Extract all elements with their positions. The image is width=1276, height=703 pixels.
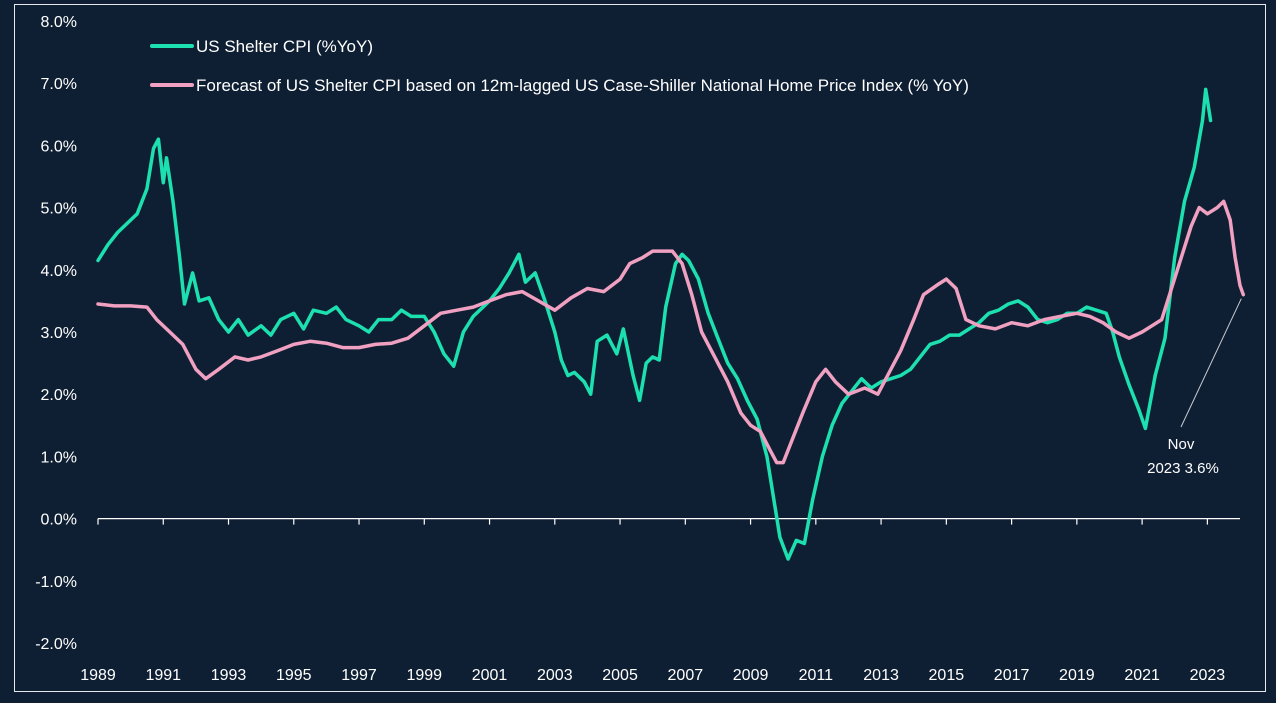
y-tick-label: -1.0% — [35, 574, 77, 591]
y-tick-label: 1.0% — [41, 449, 77, 466]
x-tick-label: 2007 — [668, 667, 704, 684]
annotations: Nov 2023 3.6% — [1147, 298, 1242, 477]
x-tick-label: 2009 — [733, 667, 769, 684]
annotation-line2: 2023 3.6% — [1147, 460, 1219, 477]
legend-label: US Shelter CPI (%YoY) — [196, 37, 373, 56]
series-line-forecast — [96, 199, 1246, 465]
y-tick-label: -2.0% — [35, 636, 77, 653]
axes: 8.0% 7.0% 6.0% 5.0% 4.0% 3.0% 2.0% 1.0% 0.0% -1.0… — [35, 14, 1240, 684]
x-tick-label: 1997 — [341, 667, 377, 684]
x-tick-label: 1991 — [145, 667, 181, 684]
y-tick-label: 2.0% — [41, 387, 77, 404]
x-tick-label: 1999 — [406, 667, 442, 684]
y-tick-label: 5.0% — [41, 201, 77, 218]
y-tick-label: 7.0% — [41, 76, 77, 93]
x-tick-label: 2005 — [602, 667, 638, 684]
y-tick-label: 6.0% — [41, 138, 77, 155]
x-tick-label: 2017 — [994, 667, 1030, 684]
x-tick-label: 1993 — [211, 667, 247, 684]
x-tick-label: 2021 — [1124, 667, 1160, 684]
series-line-shelter-cpi — [96, 87, 1213, 561]
x-tick-label: 2001 — [472, 667, 508, 684]
legend-label: Forecast of US Shelter CPI based on 12m-… — [196, 76, 969, 95]
x-tick-label: 2015 — [929, 667, 965, 684]
x-tick-label: 2011 — [799, 667, 834, 684]
x-tick-label: 2013 — [863, 667, 899, 684]
x-tick-label: 2003 — [537, 667, 573, 684]
y-tick-label: 4.0% — [41, 263, 77, 280]
x-tick-label: 2019 — [1059, 667, 1095, 684]
annotation-leader — [1180, 298, 1242, 428]
legend: US Shelter CPI (%YoY) Forecast of US Shel… — [150, 37, 969, 95]
y-tick-label: 3.0% — [41, 325, 77, 342]
x-tick-label: 2023 — [1190, 667, 1226, 684]
chart-border — [14, 4, 1266, 692]
y-tick-label: 8.0% — [41, 14, 77, 31]
x-tick-label: 1995 — [276, 667, 312, 684]
annotation-line1: Nov — [1168, 436, 1195, 453]
series-layer — [96, 87, 1246, 561]
x-tick-label: 1989 — [80, 667, 116, 684]
y-tick-label: 0.0% — [41, 512, 77, 529]
